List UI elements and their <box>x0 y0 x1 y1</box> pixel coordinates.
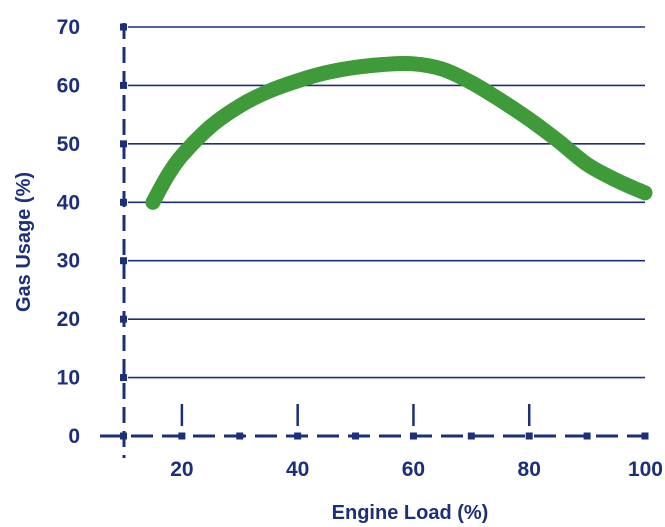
grid-lines <box>128 26 645 379</box>
x-minor-tick-80 <box>525 432 533 440</box>
y-tick-label-50: 50 <box>57 133 80 156</box>
y-tick-label-40: 40 <box>57 191 80 214</box>
axes <box>100 23 645 458</box>
x-minor-tick-30 <box>236 432 244 440</box>
x-minor-tick-70 <box>467 432 475 440</box>
series-layer <box>145 55 653 210</box>
y-tick-mark-40 <box>120 198 127 206</box>
y-tick-mark-0 <box>120 432 127 440</box>
x-minor-tick-60 <box>409 432 417 440</box>
x-minor-tick-40 <box>294 432 302 440</box>
y-tick-label-60: 60 <box>57 74 80 97</box>
x-minor-tick-90 <box>583 432 591 440</box>
x-tick-label-100: 100 <box>628 458 663 481</box>
x-axis-title: Engine Load (%) <box>332 502 489 524</box>
x-tick-label-40: 40 <box>286 458 309 481</box>
y-tick-label-20: 20 <box>57 308 80 331</box>
x-minor-tick-50 <box>352 432 360 440</box>
series-line-0 <box>145 55 653 210</box>
y-tick-label-30: 30 <box>57 250 80 273</box>
tick-marks <box>120 23 649 440</box>
y-tick-mark-50 <box>120 140 127 148</box>
y-tick-label-10: 10 <box>57 367 80 390</box>
y-tick-mark-60 <box>120 81 127 89</box>
x-minor-tick-100 <box>641 432 649 440</box>
x-tick-label-80: 80 <box>518 458 541 481</box>
y-tick-label-0: 0 <box>68 425 80 448</box>
x-minor-tick-20 <box>178 432 186 440</box>
y-tick-mark-10 <box>120 374 127 382</box>
tick-labels: 0 10 20 30 40 50 60 70 20 40 60 80 100 <box>57 16 663 481</box>
y-tick-mark-70 <box>120 23 127 31</box>
x-tick-label-60: 60 <box>402 458 425 481</box>
y-tick-mark-30 <box>120 257 127 265</box>
x-tick-label-20: 20 <box>170 458 193 481</box>
y-tick-mark-20 <box>120 315 127 323</box>
y-tick-label-70: 70 <box>57 16 80 39</box>
y-axis-title: Gas Usage (%) <box>13 172 35 312</box>
